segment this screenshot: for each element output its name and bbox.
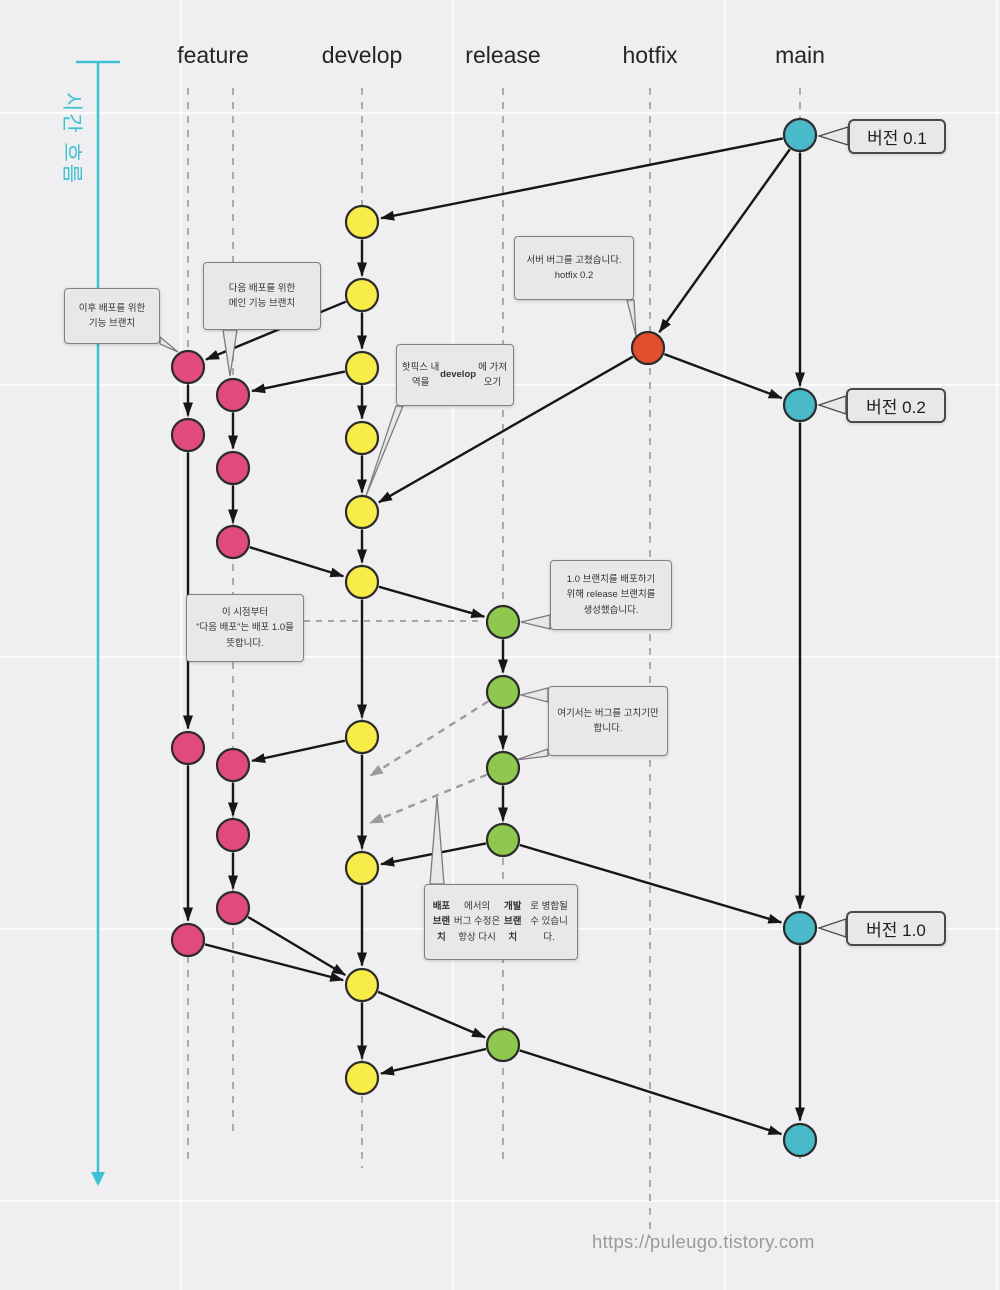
callout-hotfix-merge: 핫픽스 내역을 develop 에 가져오기 — [396, 344, 514, 406]
edge-d7-fb4 — [251, 739, 346, 763]
footer-url: https://puleugo.tistory.com — [592, 1231, 815, 1252]
commit-node-fa2 — [170, 417, 206, 453]
commit-node-d1 — [344, 204, 380, 240]
callout-pointer-merge-back — [429, 796, 445, 885]
commit-node-d7 — [344, 719, 380, 755]
callout-merge-back: 배포 브랜치 에서의 버그 수정은 항상 다시 개발 브랜치 로 병합될 수 있습니다. — [424, 884, 578, 960]
version-label-v01: 버전 0.1 — [848, 119, 946, 154]
branch-header-develop: develop — [321, 42, 403, 68]
commit-node-d2 — [344, 277, 380, 313]
callout-pointer-feature-later — [159, 335, 179, 353]
commit-node-m1 — [782, 117, 818, 153]
callout-feature-later: 이후 배포를 위한 기능 브랜치 — [64, 288, 160, 344]
branch-header-main: main — [775, 42, 825, 68]
commit-node-d10 — [344, 1060, 380, 1096]
commit-node-fa3 — [170, 730, 206, 766]
version-label-v10: 버전 1.0 — [846, 911, 946, 946]
commit-node-fb3 — [215, 524, 251, 560]
callout-pointer-release-create — [520, 614, 551, 630]
commit-node-fb4 — [215, 747, 251, 783]
edge-m1-h1 — [658, 148, 791, 333]
edge-r4-m3 — [519, 843, 783, 924]
edge-fa4-d9 — [204, 943, 345, 982]
commit-node-r2 — [485, 674, 521, 710]
callout-pointer-feature-main — [222, 329, 238, 377]
edge-r5-d10 — [380, 1047, 487, 1076]
callout-release-create: 1.0 브랜치를 배포하기 위해 release 브랜치를 생성했습니다. — [550, 560, 672, 630]
commit-node-r1 — [485, 604, 521, 640]
version-pointer-v02 — [816, 395, 847, 415]
commit-node-d9 — [344, 967, 380, 1003]
time-axis-label: 시간 흐름 — [60, 92, 83, 186]
commit-node-h1 — [630, 330, 666, 366]
commit-node-m2 — [782, 387, 818, 423]
callout-pointer-bugfix-only — [518, 687, 549, 703]
commit-node-m3 — [782, 910, 818, 946]
callout-next-release: 이 시점부터 "다음 배포"는 배포 1.0을 뜻합니다. — [186, 594, 304, 662]
version-pointer-v10 — [816, 918, 847, 938]
commit-node-r5 — [485, 1027, 521, 1063]
edge-h1-m2 — [663, 353, 783, 400]
commit-node-r4 — [485, 822, 521, 858]
callout-feature-main: 다음 배포를 위한 메인 기능 브랜치 — [203, 262, 321, 330]
version-label-v02: 버전 0.2 — [846, 388, 946, 423]
callout-pointer-hotfix-merge — [365, 405, 404, 497]
edge-m1-d1 — [380, 137, 784, 221]
edge-r5-m4 — [519, 1049, 783, 1136]
edge-r2-point — [369, 700, 489, 778]
edge-d9-r5 — [377, 990, 486, 1039]
commit-node-fb2 — [215, 450, 251, 486]
commit-node-fb6 — [215, 890, 251, 926]
callout-pointer-bugfix-only — [515, 748, 549, 761]
commit-node-fb5 — [215, 817, 251, 853]
branch-header-release: release — [465, 42, 541, 68]
commit-node-d8 — [344, 850, 380, 886]
branch-header-hotfix: hotfix — [622, 42, 678, 68]
commit-node-fa1 — [170, 349, 206, 385]
version-pointer-v01 — [816, 126, 849, 146]
commit-node-fb1 — [215, 377, 251, 413]
callout-hotfix-note: 서버 버그를 고쳤습니다. hotfix 0.2 — [514, 236, 634, 300]
edge-d3-fb1 — [251, 370, 346, 394]
callout-bugfix-only: 여기서는 버그를 고치기만 합니다. — [548, 686, 668, 756]
commit-node-d6 — [344, 564, 380, 600]
commit-node-r3 — [485, 750, 521, 786]
commit-node-m4 — [782, 1122, 818, 1158]
edge-fb6-d9 — [247, 915, 347, 977]
commit-node-fa4 — [170, 922, 206, 958]
branch-header-feature: feature — [177, 42, 249, 68]
edge-d6-r1 — [378, 585, 486, 618]
commit-node-d5 — [344, 494, 380, 530]
callout-pointer-hotfix-note — [626, 299, 637, 337]
edge-fb3-d6 — [249, 546, 345, 578]
time-axis-arrowhead — [91, 1172, 105, 1186]
commit-node-d3 — [344, 350, 380, 386]
commit-node-d4 — [344, 420, 380, 456]
edge-h1-d5 — [378, 355, 634, 504]
edge-r3-point — [369, 773, 488, 825]
